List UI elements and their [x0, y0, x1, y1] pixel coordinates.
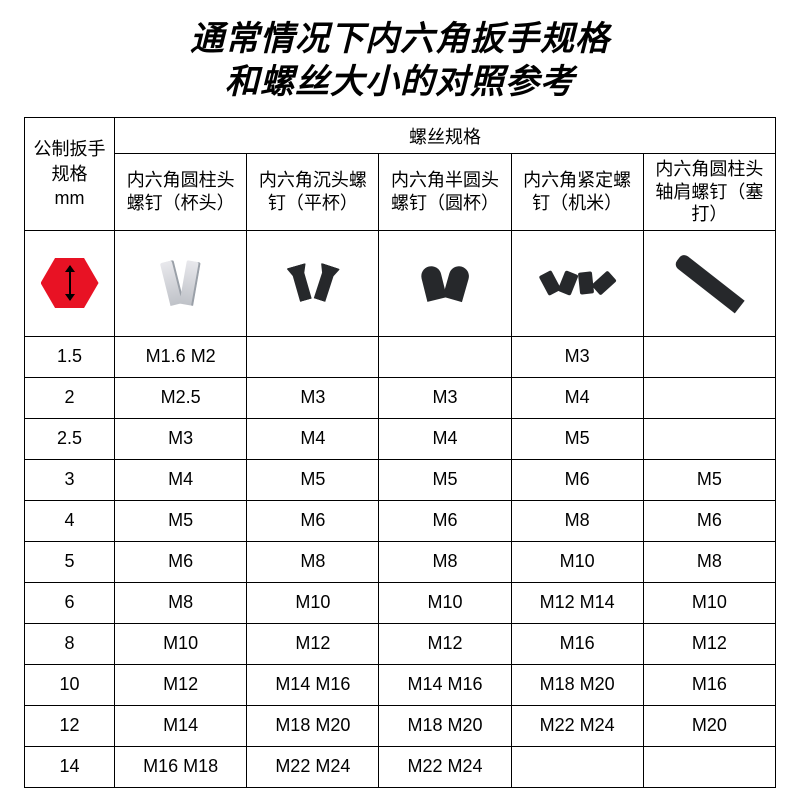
wrench-size-cell: 14	[25, 746, 115, 787]
screw-size-cell: M16	[643, 664, 775, 705]
screw-size-cell: M14 M16	[379, 664, 511, 705]
screw-size-cell: M16 M18	[115, 746, 247, 787]
screw-size-cell: M5	[115, 500, 247, 541]
table-row: 1.5M1.6 M2 M3	[25, 336, 776, 377]
screw-size-cell: M10	[379, 582, 511, 623]
screw-size-cell: M4	[115, 459, 247, 500]
screw-size-cell	[247, 336, 379, 377]
col-header-button-head: 内六角半圆头螺钉（圆杯）	[379, 154, 511, 231]
wrench-size-cell: 10	[25, 664, 115, 705]
table-row: 12M14M18 M20M18 M20M22 M24M20	[25, 705, 776, 746]
screw-size-cell: M20	[643, 705, 775, 746]
wrench-size-cell: 8	[25, 623, 115, 664]
screw-size-cell: M16	[511, 623, 643, 664]
screw-size-cell: M18 M20	[247, 705, 379, 746]
title-line-2: 和螺丝大小的对照参考	[20, 61, 780, 104]
shoulder-screw-icon	[643, 230, 775, 336]
table-body: 1.5M1.6 M2M32M2.5M3M3M42.5M3M4M4M53M4M5M…	[25, 336, 776, 787]
screw-size-cell: M1.6 M2	[115, 336, 247, 377]
wrench-size-cell: 6	[25, 582, 115, 623]
screw-size-cell: M8	[511, 500, 643, 541]
screw-size-cell: M10	[511, 541, 643, 582]
table-row: 4M5M6M6M8M6	[25, 500, 776, 541]
table-row: 14M16 M18M22 M24M22 M24	[25, 746, 776, 787]
hex-key-size-icon	[25, 230, 115, 336]
screw-spec-header: 螺丝规格	[115, 118, 776, 154]
screw-size-cell: M12	[379, 623, 511, 664]
screw-size-cell: M6	[247, 500, 379, 541]
wrench-size-cell: 12	[25, 705, 115, 746]
wrench-size-cell: 2	[25, 377, 115, 418]
screw-size-cell: M5	[247, 459, 379, 500]
wrench-size-cell: 3	[25, 459, 115, 500]
screw-size-cell: M4	[511, 377, 643, 418]
table-row: 2M2.5M3M3M4	[25, 377, 776, 418]
screw-size-cell: M3	[379, 377, 511, 418]
table-row: 5M6M8M8M10M8	[25, 541, 776, 582]
screw-size-cell: M4	[247, 418, 379, 459]
screw-size-cell: M22 M24	[511, 705, 643, 746]
set-screw-icon	[511, 230, 643, 336]
screw-size-cell	[379, 336, 511, 377]
screw-size-cell: M4	[379, 418, 511, 459]
screw-size-cell: M3	[247, 377, 379, 418]
screw-size-cell	[643, 336, 775, 377]
table-row: 8M10M12M12M16M12	[25, 623, 776, 664]
screw-size-cell: M10	[643, 582, 775, 623]
screw-size-cell	[643, 746, 775, 787]
screw-size-cell	[511, 746, 643, 787]
screw-size-cell: M12 M14	[511, 582, 643, 623]
screw-size-cell: M18 M20	[379, 705, 511, 746]
screw-size-cell: M12	[643, 623, 775, 664]
wrench-size-header: 公制扳手 规格 mm	[25, 118, 115, 231]
screw-size-cell: M12	[115, 664, 247, 705]
screw-size-cell: M8	[643, 541, 775, 582]
table-row: 3M4M5M5M6M5	[25, 459, 776, 500]
screw-size-cell: M22 M24	[379, 746, 511, 787]
screw-size-cell: M2.5	[115, 377, 247, 418]
screw-size-cell	[643, 377, 775, 418]
wrench-size-cell: 4	[25, 500, 115, 541]
table-row: 6M8M10M10M12 M14M10	[25, 582, 776, 623]
screw-size-cell: M8	[379, 541, 511, 582]
screw-size-cell: M5	[643, 459, 775, 500]
screw-size-cell	[643, 418, 775, 459]
wrench-size-cell: 5	[25, 541, 115, 582]
screw-size-cell: M6	[115, 541, 247, 582]
title-line-1: 通常情况下内六角扳手规格	[20, 18, 780, 61]
socket-head-cap-screw-icon	[115, 230, 247, 336]
screw-size-cell: M22 M24	[247, 746, 379, 787]
wrench-size-cell: 1.5	[25, 336, 115, 377]
col-header-shoulder: 内六角圆柱头轴肩螺钉（塞打）	[643, 154, 775, 231]
button-head-socket-screw-icon	[379, 230, 511, 336]
hex-key-screw-size-table: 公制扳手 规格 mm 螺丝规格 内六角圆柱头螺钉（杯头） 内六角沉头螺钉（平杯）…	[24, 117, 776, 788]
screw-size-cell: M18 M20	[511, 664, 643, 705]
table-row: 2.5M3M4M4M5	[25, 418, 776, 459]
screw-size-cell: M10	[247, 582, 379, 623]
screw-size-cell: M5	[379, 459, 511, 500]
table-row: 10M12M14 M16M14 M16M18 M20M16	[25, 664, 776, 705]
screw-size-cell: M10	[115, 623, 247, 664]
wrench-size-cell: 2.5	[25, 418, 115, 459]
flat-head-socket-screw-icon	[247, 230, 379, 336]
screw-size-cell: M6	[643, 500, 775, 541]
screw-size-cell: M6	[379, 500, 511, 541]
screw-size-cell: M14	[115, 705, 247, 746]
col-header-set-screw: 内六角紧定螺钉（机米）	[511, 154, 643, 231]
page-title: 通常情况下内六角扳手规格 和螺丝大小的对照参考	[0, 0, 800, 117]
screw-size-cell: M8	[247, 541, 379, 582]
screw-size-cell: M3	[511, 336, 643, 377]
col-header-flat-head: 内六角沉头螺钉（平杯）	[247, 154, 379, 231]
screw-size-cell: M12	[247, 623, 379, 664]
screw-size-cell: M6	[511, 459, 643, 500]
screw-size-cell: M8	[115, 582, 247, 623]
screw-size-cell: M14 M16	[247, 664, 379, 705]
screw-size-cell: M5	[511, 418, 643, 459]
screw-size-cell: M3	[115, 418, 247, 459]
col-header-socket-cap: 内六角圆柱头螺钉（杯头）	[115, 154, 247, 231]
